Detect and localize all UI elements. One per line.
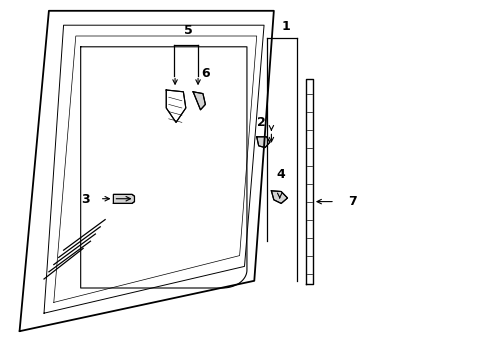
Polygon shape [193,92,205,110]
Polygon shape [166,90,185,122]
Text: 4: 4 [276,168,285,181]
Text: 6: 6 [201,67,209,80]
Text: 7: 7 [347,195,356,208]
Text: 3: 3 [81,193,90,206]
Text: 5: 5 [183,24,192,37]
Text: 1: 1 [281,21,290,33]
Polygon shape [256,137,269,148]
Polygon shape [271,191,287,203]
Text: 2: 2 [257,116,265,129]
Polygon shape [113,194,134,203]
